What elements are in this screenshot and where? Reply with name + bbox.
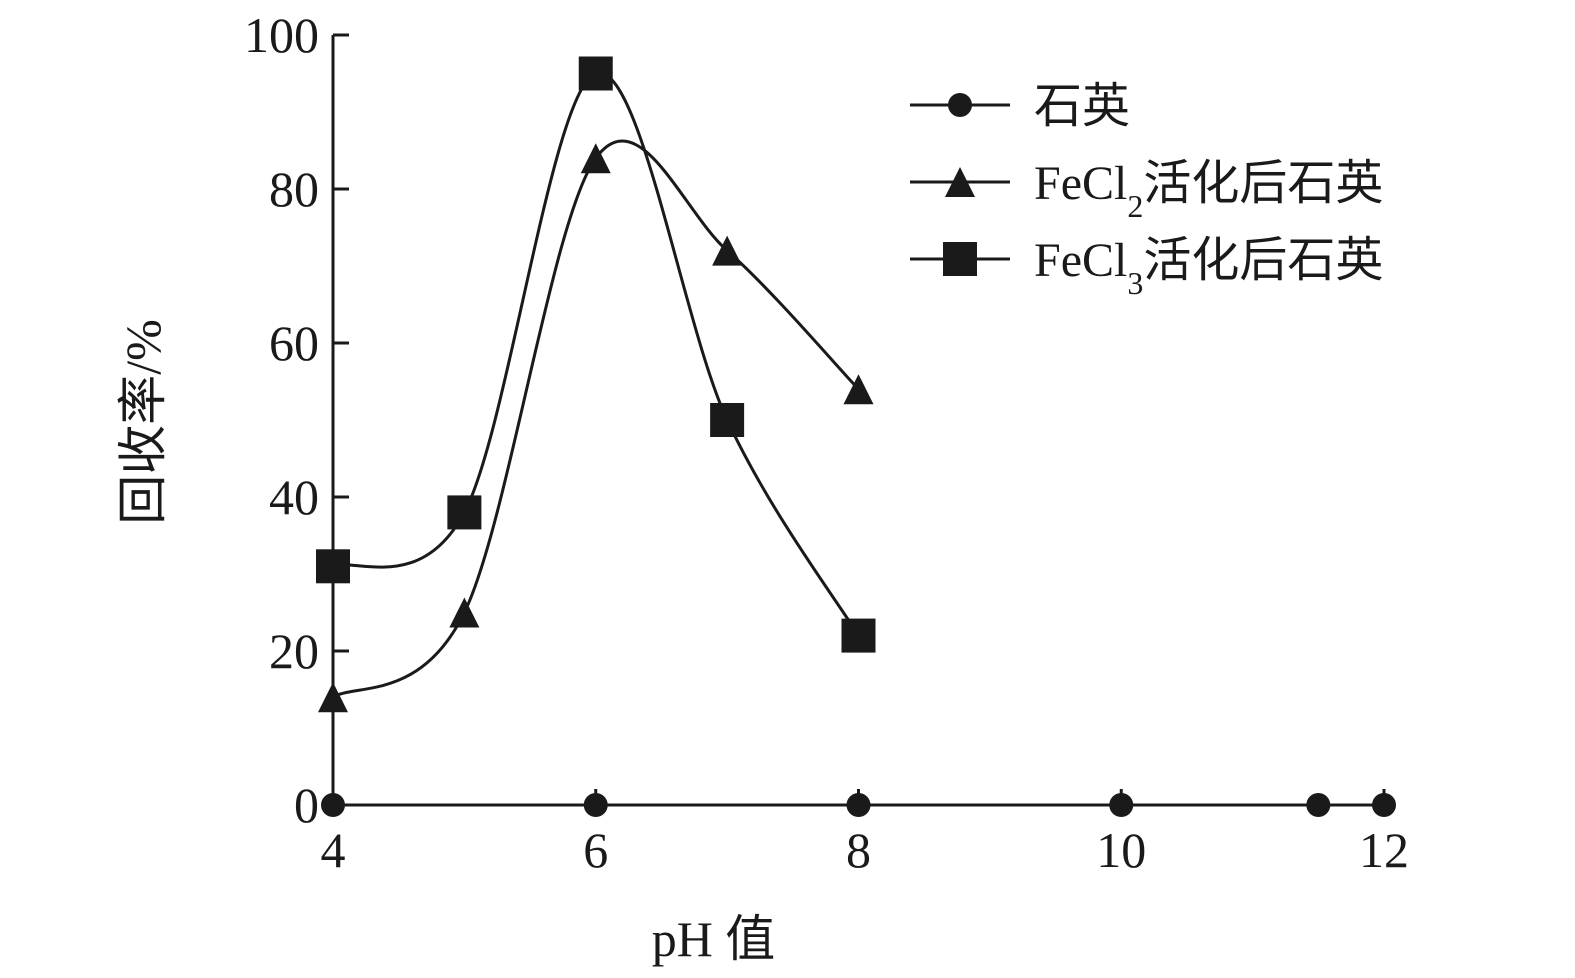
y-tick-label: 20 xyxy=(269,623,319,679)
x-tick-label: 10 xyxy=(1096,822,1146,878)
legend-label: 石英 xyxy=(1034,80,1130,133)
ticks: 0 20 40 60 80 100 4 6 8 10 12 xyxy=(244,7,1409,878)
x-tick-label: 12 xyxy=(1359,822,1409,878)
y-tick-label: 60 xyxy=(269,315,319,371)
data-point-square xyxy=(578,56,613,91)
series-triangle xyxy=(318,139,874,713)
y-tick-label: 40 xyxy=(269,469,319,525)
x-tick-label: 8 xyxy=(846,822,871,878)
legend-label: FeCl2活化后石英 xyxy=(1034,157,1383,224)
data-point-square xyxy=(447,495,482,530)
data-point-square xyxy=(841,618,876,653)
x-tick-label: 4 xyxy=(321,822,346,878)
data-point-triangle xyxy=(449,597,480,628)
legend-item: FeCl3活化后石英 xyxy=(910,234,1383,301)
series-layer xyxy=(316,56,1396,817)
axes xyxy=(331,35,1384,807)
y-tick-label: 80 xyxy=(269,161,319,217)
x-tick-label: 6 xyxy=(583,822,608,878)
y-axis-title: 回收率/% xyxy=(115,319,171,525)
series-line xyxy=(332,139,860,699)
legend-marker-triangle xyxy=(945,167,975,197)
data-point-triangle xyxy=(712,235,743,266)
legend-item: 石英 xyxy=(910,80,1130,133)
legend: 石英 FeCl2活化后石英 FeCl3活化后石英 xyxy=(910,80,1383,301)
data-point-triangle xyxy=(843,374,874,405)
legend-marker-circle xyxy=(948,93,972,117)
legend-item: FeCl2活化后石英 xyxy=(910,157,1383,224)
data-point-square xyxy=(710,403,745,437)
y-tick-label: 100 xyxy=(244,7,319,63)
y-tick-label: 0 xyxy=(294,777,319,833)
legend-marker-square xyxy=(943,242,977,276)
x-axis-title: pH 值 xyxy=(652,911,776,967)
legend-label: FeCl3活化后石英 xyxy=(1034,234,1383,301)
series-square xyxy=(316,56,876,653)
data-point-triangle xyxy=(580,143,611,174)
